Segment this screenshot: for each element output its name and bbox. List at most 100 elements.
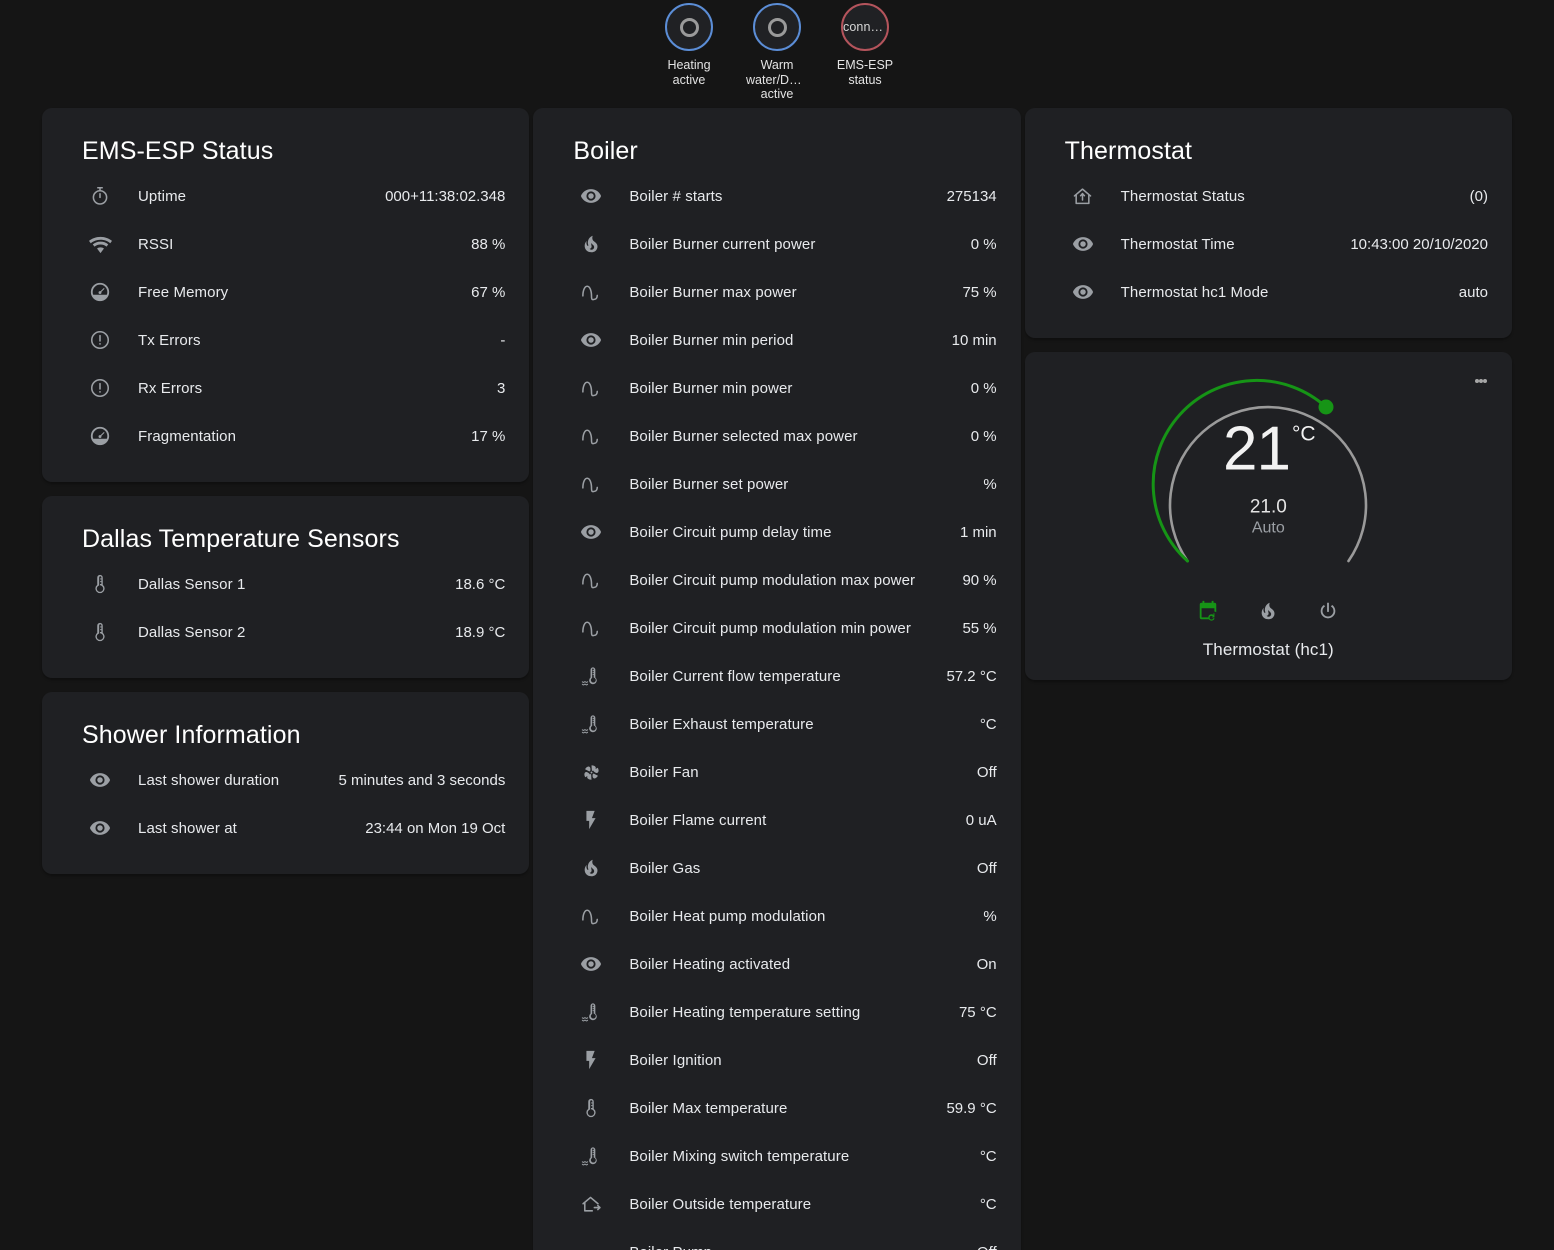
- entity-row[interactable]: Boiler Current flow temperature 57.2 °C: [553, 652, 997, 700]
- sine-wave-icon: [571, 425, 611, 448]
- entity-row[interactable]: Thermostat Time 10:43:00 20/10/2020: [1045, 220, 1488, 268]
- entity-name: Boiler Burner min period: [629, 331, 794, 349]
- entity-row[interactable]: Boiler Burner current power 0 %: [553, 220, 997, 268]
- entity-name: Boiler Heating activated: [629, 955, 791, 973]
- entity-row[interactable]: Boiler Heating activated On: [553, 940, 997, 988]
- badge-label-line1: EMS-ESP: [836, 58, 894, 72]
- badge-label-line3: active: [760, 87, 794, 101]
- entity-row[interactable]: Boiler Exhaust temperature °C: [553, 700, 997, 748]
- thermometer-icon: [571, 1097, 611, 1119]
- column-middle: Boiler Boiler # starts 275134 Boiler Burne…: [533, 108, 1021, 1250]
- entity-row[interactable]: Last shower at 23:44 on Mon 19 Oct: [62, 804, 505, 852]
- entity-row[interactable]: Boiler Gas Off: [553, 844, 997, 892]
- entity-name: Thermostat Status: [1120, 187, 1245, 205]
- card-title: Thermostat: [1064, 137, 1193, 165]
- entity-value: 23:44 on Mon 19 Oct: [365, 819, 506, 837]
- entity-row[interactable]: Boiler Burner max power 75 %: [553, 268, 997, 316]
- calendar-sync-icon[interactable]: [1195, 598, 1221, 624]
- entity-row[interactable]: Thermostat Status (0): [1045, 172, 1488, 220]
- entity-name: Boiler Ignition: [629, 1051, 722, 1069]
- power-icon[interactable]: [1315, 598, 1341, 624]
- eye-icon: [1063, 233, 1103, 255]
- entity-row[interactable]: Dallas Sensor 1 18.6 °C: [62, 560, 505, 608]
- entity-value: °C: [979, 1147, 997, 1165]
- entity-value: %: [983, 907, 997, 925]
- pump-icon: [571, 1241, 611, 1250]
- entity-row[interactable]: Boiler Heating temperature setting 75 °C: [553, 988, 997, 1036]
- eye-icon: [571, 329, 611, 351]
- entity-row[interactable]: Last shower duration 5 minutes and 3 seco…: [62, 756, 505, 804]
- eye-icon: [571, 521, 611, 543]
- entity-row[interactable]: Boiler Burner selected max power 0 %: [553, 412, 997, 460]
- entity-row[interactable]: Boiler PumpOff: [553, 1228, 996, 1250]
- badge-ems-esp-status[interactable]: conne… EMS-ESP status: [829, 3, 901, 87]
- fire-icon[interactable]: [1255, 598, 1281, 624]
- entity-value: 55 %: [962, 619, 997, 637]
- entity-value: 3: [496, 379, 506, 397]
- entity-value: 67 %: [471, 283, 506, 301]
- entity-name: Boiler Burner selected max power: [629, 427, 858, 445]
- coolant-temp-icon: [571, 665, 611, 688]
- entity-value: 275134: [946, 187, 997, 205]
- entity-row[interactable]: RSSI 88 %: [62, 220, 505, 268]
- wifi-icon: [80, 233, 120, 256]
- entity-row[interactable]: Boiler Max temperature 59.9 °C: [553, 1084, 997, 1132]
- entity-row[interactable]: Uptime 000+11:38:02.348: [62, 172, 505, 220]
- entity-row[interactable]: Boiler Circuit pump modulation min power…: [553, 604, 997, 652]
- eye-icon: [80, 817, 120, 839]
- card-title: Boiler: [573, 137, 638, 165]
- entity-value: °C: [979, 1195, 997, 1213]
- card-thermostat-dial: 21°C 21.0 Auto: [1024, 352, 1512, 680]
- entity-row[interactable]: Boiler Fan Off: [553, 748, 997, 796]
- entity-row[interactable]: Boiler Outside temperature °C: [553, 1180, 997, 1228]
- circle-outline-icon: [679, 17, 699, 37]
- entity-row[interactable]: Dallas Sensor 2 18.9 °C: [62, 608, 505, 656]
- entity-row[interactable]: Rx Errors 3: [62, 364, 505, 412]
- sine-wave-icon: [571, 377, 611, 400]
- entity-row[interactable]: Boiler Circuit pump delay time 1 min: [553, 508, 997, 556]
- entity-row[interactable]: Boiler Circuit pump modulation max power…: [553, 556, 997, 604]
- entity-row[interactable]: Boiler Burner min period 10 min: [553, 316, 997, 364]
- entity-rows: Last shower duration 5 minutes and 3 seco…: [62, 756, 505, 852]
- sine-wave-icon: [571, 905, 611, 928]
- entity-row[interactable]: Boiler Heat pump modulation%: [553, 892, 997, 940]
- entity-value: Off: [976, 1051, 997, 1069]
- entity-name: Boiler Fan: [629, 763, 699, 781]
- entity-row[interactable]: Boiler # starts 275134: [553, 172, 997, 220]
- dial-handle[interactable]: [1318, 399, 1334, 415]
- entity-row[interactable]: Free Memory 67 %: [62, 268, 505, 316]
- entity-name: Dallas Sensor 1: [138, 575, 246, 593]
- entity-row[interactable]: Boiler Flame current 0 uA: [553, 796, 997, 844]
- eye-icon: [80, 769, 120, 791]
- entity-row[interactable]: Thermostat hc1 Mode auto: [1045, 268, 1488, 316]
- badge-label-line2: water/DH…: [746, 72, 808, 87]
- thermostat-dial[interactable]: 21°C 21.0 Auto: [1025, 366, 1512, 596]
- thermostat-mode-buttons: [1025, 598, 1512, 624]
- entity-value: 0 %: [970, 235, 997, 253]
- entity-row[interactable]: Tx Errors -: [62, 316, 505, 364]
- thermometer-icon: [80, 573, 120, 595]
- entity-row[interactable]: Boiler Burner set power%: [553, 460, 997, 508]
- entity-row[interactable]: Boiler Mixing switch temperature °C: [553, 1132, 997, 1180]
- badge-warm-water-active[interactable]: Warm water/DH… active: [741, 3, 813, 102]
- dial-gauge[interactable]: [1143, 366, 1393, 596]
- entity-name: Fragmentation: [138, 427, 237, 445]
- entity-row[interactable]: Boiler Burner min power 0 %: [553, 364, 997, 412]
- dashboard-columns: EMS-ESP Status Uptime 000+11:38:02.348 RSS…: [0, 108, 1554, 1250]
- badge-heating-active[interactable]: Heating active: [653, 3, 725, 87]
- coolant-temp-icon: [571, 1145, 611, 1168]
- more-options-icon[interactable]: [1464, 364, 1498, 398]
- dial-track-arc: [1169, 405, 1368, 563]
- entity-value: 90 %: [962, 571, 997, 589]
- sine-wave-icon: [571, 617, 611, 640]
- entity-row[interactable]: Fragmentation 17 %: [62, 412, 505, 460]
- entity-row[interactable]: Boiler Ignition Off: [553, 1036, 997, 1084]
- entity-value: 18.9 °C: [455, 623, 506, 641]
- badge-circle: [665, 3, 713, 51]
- gauge-icon: [80, 425, 120, 447]
- entity-value: 18.6 °C: [455, 575, 506, 593]
- eye-icon: [571, 953, 611, 975]
- entity-name: Thermostat hc1 Mode: [1120, 283, 1269, 301]
- badge-label: Heating active: [658, 58, 720, 87]
- entity-name: Thermostat Time: [1120, 235, 1235, 253]
